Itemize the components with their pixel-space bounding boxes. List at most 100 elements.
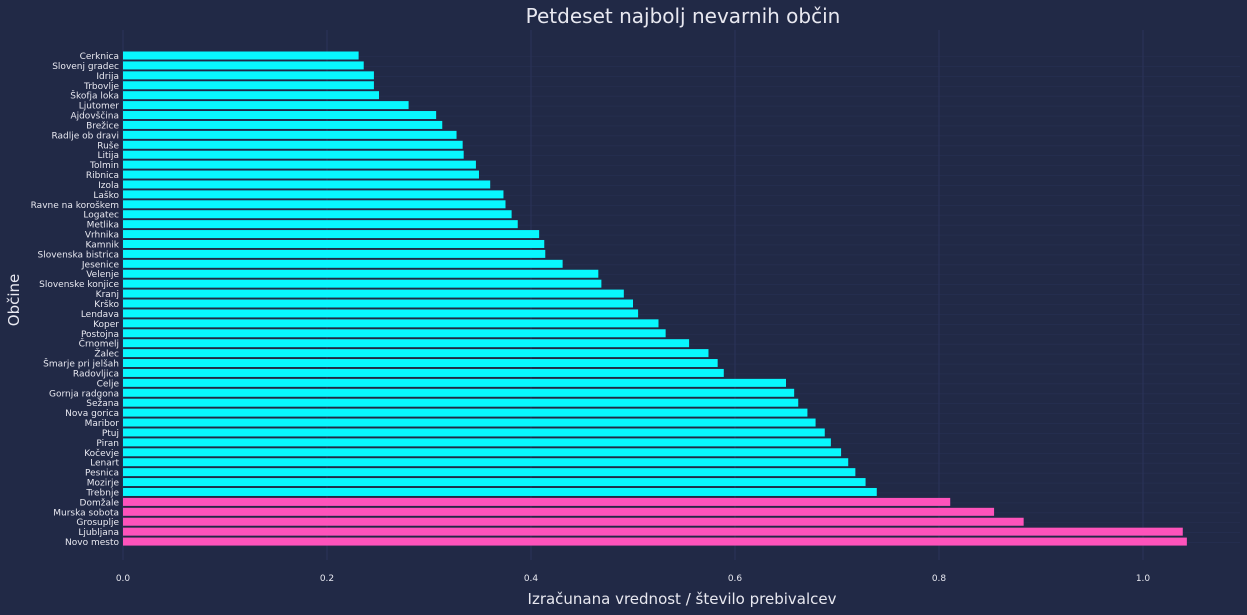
bar [123, 290, 624, 298]
y-tick-label: Slovenske konjice [39, 280, 119, 290]
bar [123, 131, 457, 139]
y-tick-label: Žalec [94, 348, 119, 360]
y-tick-label: Slovenska bistrica [37, 250, 119, 260]
y-tick-label: Cerknica [80, 52, 119, 62]
y-tick-label: Celje [97, 379, 120, 389]
bar [123, 319, 659, 327]
bar [123, 210, 512, 218]
bar [123, 349, 708, 357]
bar [123, 151, 464, 159]
y-tick-label: Trebnje [85, 488, 119, 498]
bar [123, 200, 506, 208]
y-tick-label: Kranj [96, 290, 119, 300]
bar [123, 399, 798, 407]
y-tick-label: Vrhnika [85, 231, 119, 241]
bar [123, 81, 374, 89]
y-tick-label: Radlje ob dravi [51, 131, 119, 141]
y-tick-label: Koper [93, 320, 119, 330]
y-tick-label: Ljubljana [78, 528, 119, 538]
bar [123, 180, 490, 188]
bar [123, 458, 848, 466]
y-tick-label: Ribnica [86, 171, 119, 181]
bar [123, 448, 841, 456]
bar [123, 478, 866, 486]
x-tick-label: 0.4 [524, 574, 539, 584]
bar [123, 240, 544, 248]
y-tick-label: Škofja loka [70, 90, 119, 102]
bar [123, 329, 666, 337]
x-axis-label: Izračunana vrednost / število prebivalce… [0, 590, 1247, 608]
x-tick-label: 0.2 [320, 574, 334, 584]
x-tick-label: 1.0 [1136, 574, 1151, 584]
y-tick-label: Grosuplje [76, 518, 119, 528]
y-tick-label: Mozirje [87, 479, 120, 489]
y-tick-label: Metlika [87, 221, 119, 231]
bar [123, 369, 724, 377]
y-tick-label: Maribor [85, 419, 120, 429]
y-tick-label: Piran [96, 439, 119, 449]
bar [123, 220, 518, 228]
bar [123, 190, 503, 198]
bar [123, 111, 436, 119]
y-tick-label: Postojna [81, 330, 119, 340]
bar [123, 389, 794, 397]
y-tick-label: Ruše [97, 140, 119, 151]
bar [123, 270, 598, 278]
bar [123, 419, 816, 427]
y-tick-label: Murska sobota [53, 508, 119, 518]
bar [123, 121, 442, 129]
y-tick-label: Nova gorica [65, 409, 119, 419]
bar [123, 52, 359, 60]
y-tick-label: Brežice [86, 121, 119, 131]
bar [123, 260, 563, 268]
bar [123, 488, 877, 496]
x-tick-label: 0.8 [932, 574, 947, 584]
bar [123, 339, 689, 347]
bar [123, 428, 825, 436]
bar [123, 538, 1187, 546]
y-tick-label: Ravne na koroškem [31, 200, 119, 211]
y-tick-label: Idrija [96, 72, 119, 82]
bar [123, 468, 855, 476]
y-tick-label: Novo mesto [65, 538, 119, 548]
bar [123, 141, 463, 149]
bar [123, 498, 950, 506]
y-tick-label: Domžale [80, 498, 120, 508]
y-tick-label: Ajdovščina [70, 111, 119, 122]
y-tick-label: Trbovlje [83, 82, 119, 92]
bar [123, 379, 786, 387]
y-tick-label: Pesnica [85, 469, 119, 479]
y-tick-label: Tolmin [89, 161, 119, 171]
y-tick-label: Krško [94, 299, 119, 310]
y-tick-label: Kočevje [84, 448, 119, 459]
bar [123, 101, 409, 109]
y-tick-label: Lenart [90, 459, 119, 469]
y-tick-label: Ptuj [102, 429, 119, 439]
bar [123, 161, 476, 169]
bar [123, 91, 379, 99]
y-tick-label: Sežana [86, 399, 119, 409]
bar [123, 409, 807, 417]
y-tick-label: Logatec [83, 211, 119, 221]
y-tick-label: Slovenj gradec [52, 62, 119, 72]
y-tick-label: Velenje [86, 270, 119, 280]
bar [123, 518, 1024, 526]
y-tick-label: Radovljica [73, 369, 119, 379]
bar [123, 250, 545, 258]
bar [123, 280, 601, 288]
bar [123, 71, 374, 79]
bar [123, 61, 364, 69]
y-tick-label: Izola [98, 181, 119, 191]
x-tick-label: 0.6 [728, 574, 743, 584]
bar [123, 230, 539, 238]
x-tick-label: 0.0 [116, 574, 131, 584]
bar [123, 359, 718, 367]
bar [123, 309, 638, 317]
y-tick-label: Laško [93, 190, 119, 201]
y-tick-label: Črnomelj [79, 338, 119, 350]
y-tick-label: Lendava [81, 310, 119, 320]
y-tick-label: Jesenice [81, 260, 120, 270]
bar [123, 300, 633, 308]
y-tick-label: Šmarje pri jelšah [43, 358, 119, 370]
